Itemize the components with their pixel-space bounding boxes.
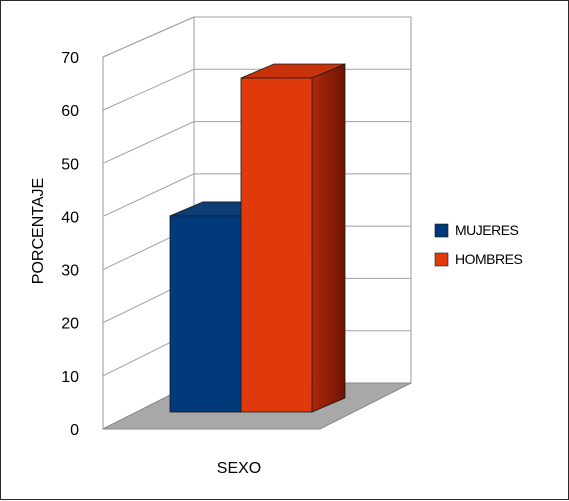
y-tick-label: 40 xyxy=(61,209,79,226)
bars xyxy=(169,63,346,413)
legend-swatch-mujeres xyxy=(434,223,449,238)
y-tick-label: 0 xyxy=(70,422,79,439)
legend: MUJERES HOMBRES xyxy=(434,222,523,267)
y-tick-label: 20 xyxy=(61,316,79,333)
bar xyxy=(240,77,313,413)
y-axis-label: PORCENTAJE xyxy=(30,178,47,284)
x-axis-label: SEXO xyxy=(217,460,261,477)
bar xyxy=(169,215,242,413)
legend-swatch-hombres xyxy=(434,252,449,267)
bar-hombres xyxy=(240,63,346,413)
gridline xyxy=(102,121,195,164)
y-tick-label: 50 xyxy=(61,156,79,173)
legend-entry-mujeres: MUJERES xyxy=(455,222,519,238)
y-tick-label: 30 xyxy=(61,263,79,280)
gridline xyxy=(102,68,195,111)
y-tick-label: 10 xyxy=(61,369,79,386)
gridline xyxy=(102,173,195,217)
bar-side xyxy=(311,63,346,413)
y-tick-label: 60 xyxy=(61,103,79,120)
y-tick-labels: 0 10 20 30 40 50 60 70 xyxy=(61,50,79,439)
legend-entry-hombres: HOMBRES xyxy=(455,251,522,267)
gridline xyxy=(102,16,195,58)
y-tick-label: 70 xyxy=(61,50,79,67)
